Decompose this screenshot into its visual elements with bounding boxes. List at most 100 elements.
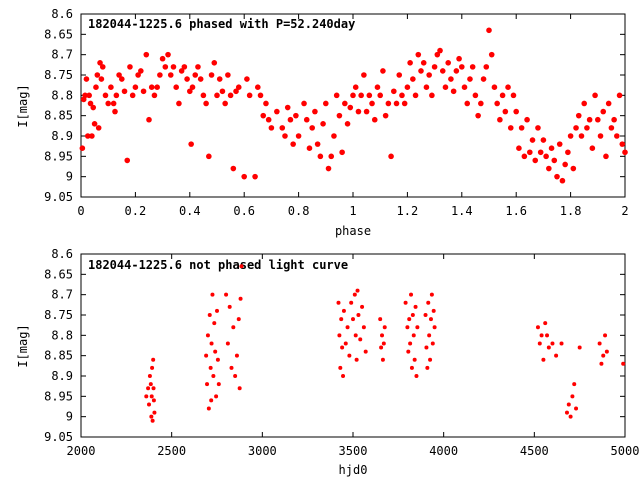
data-point: [423, 313, 428, 317]
data-point: [393, 100, 400, 107]
data-point: [403, 300, 408, 305]
data-point: [378, 317, 383, 322]
y-axis-label: I[mag]: [16, 324, 30, 367]
data-point: [434, 51, 441, 58]
data-point: [252, 173, 258, 180]
data-point: [567, 133, 574, 139]
data-point: [284, 104, 291, 111]
data-point: [432, 325, 437, 330]
data-point: [93, 84, 99, 90]
data-point: [537, 341, 542, 346]
data-point: [83, 76, 90, 82]
data-point: [408, 341, 413, 346]
data-point: [548, 145, 555, 151]
data-point: [135, 72, 141, 78]
data-point: [354, 357, 359, 362]
data-point: [543, 321, 548, 326]
data-point: [411, 333, 416, 338]
data-point: [99, 64, 106, 70]
data-point: [337, 333, 342, 338]
data-point: [295, 133, 302, 139]
data-point: [347, 104, 354, 111]
data-point: [229, 365, 234, 370]
data-point: [464, 100, 471, 107]
data-point: [227, 304, 232, 309]
data-point: [235, 84, 242, 90]
data-point: [488, 51, 495, 58]
data-point: [215, 357, 220, 362]
y-tick-label: 9: [66, 410, 73, 424]
x-tick-label: 0.8: [288, 204, 310, 218]
data-point: [541, 357, 546, 362]
data-point: [603, 153, 609, 160]
data-point: [388, 153, 394, 160]
data-point: [535, 325, 540, 330]
data-point: [343, 341, 348, 346]
data-point: [385, 100, 392, 107]
data-point: [556, 141, 563, 147]
data-point: [426, 72, 432, 78]
y-tick-label: 8.9: [51, 369, 73, 383]
data-point: [82, 92, 88, 99]
data-point: [480, 76, 487, 82]
y-axis-ticks: 8.6 8.65 8.7 8.75 8.8 8.85 8.9 8.95 9 9.05: [44, 7, 625, 204]
data-point: [361, 72, 367, 78]
data-point: [140, 88, 147, 95]
data-point: [404, 84, 411, 90]
data-point: [159, 55, 166, 62]
data-point: [210, 292, 215, 297]
data-point: [181, 64, 188, 70]
data-point: [427, 333, 432, 338]
plot-frame: [80, 253, 626, 438]
data-point: [148, 84, 155, 90]
data-point: [224, 292, 229, 297]
data-point: [415, 51, 422, 58]
data-point: [205, 382, 210, 387]
data-point: [565, 149, 571, 156]
data-point: [236, 317, 241, 322]
data-point: [358, 337, 363, 342]
data-point: [483, 64, 490, 70]
data-point: [151, 92, 158, 99]
data-point: [423, 84, 430, 90]
x-tick-label: 2500: [157, 444, 186, 458]
data-point: [537, 149, 544, 156]
data-point: [363, 349, 368, 354]
data-point: [149, 414, 154, 419]
data-point: [237, 386, 242, 391]
data-point: [573, 125, 579, 131]
data-point: [98, 76, 105, 82]
data-point: [110, 100, 117, 107]
y-tick-label: 8.95: [44, 389, 73, 403]
data-point: [206, 406, 211, 411]
data-point: [238, 296, 243, 301]
data-point: [279, 125, 286, 131]
data-point: [349, 300, 354, 305]
data-point: [371, 116, 378, 123]
data-point: [614, 133, 620, 139]
data-point: [599, 361, 604, 366]
data-point: [469, 64, 476, 70]
data-point: [559, 177, 566, 184]
chart-title: 182044-1225.6 phased with P=52.240day: [88, 17, 355, 31]
data-point: [85, 133, 91, 139]
data-point: [472, 92, 479, 99]
data-point: [424, 345, 429, 350]
data-point: [428, 317, 433, 322]
data-point: [178, 68, 185, 74]
x-tick-label: 3000: [248, 444, 277, 458]
data-point: [546, 165, 552, 172]
data-point: [149, 394, 154, 399]
data-point: [413, 304, 418, 309]
data-point: [87, 100, 94, 107]
x-axis-label: phase: [335, 224, 371, 238]
data-point: [323, 100, 329, 107]
data-point: [521, 153, 528, 160]
data-point: [225, 341, 230, 346]
data-point: [129, 92, 136, 99]
data-point: [516, 145, 522, 151]
x-tick-label: 1: [349, 204, 356, 218]
data-point: [510, 92, 517, 99]
y-tick-label: 8.9: [51, 129, 73, 143]
data-point: [184, 76, 190, 82]
